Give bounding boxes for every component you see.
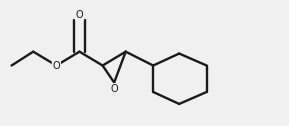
Text: O: O	[76, 10, 83, 20]
Text: O: O	[110, 84, 118, 94]
Text: O: O	[53, 60, 60, 71]
